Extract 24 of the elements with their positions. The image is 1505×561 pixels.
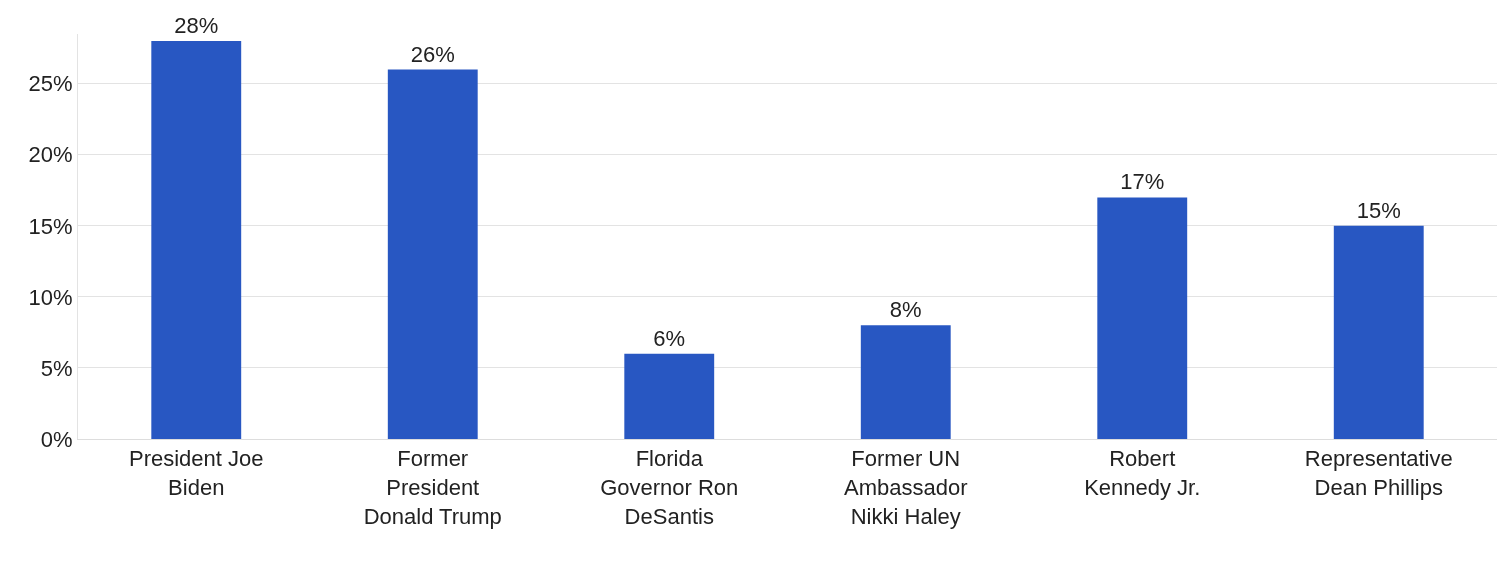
- data-label: 8%: [889, 297, 922, 323]
- bar: [151, 41, 242, 439]
- y-tick-label: 5%: [40, 355, 73, 381]
- x-tick-label: Former President Donald Trump: [363, 446, 502, 529]
- bar: [624, 353, 715, 439]
- data-label: 15%: [1356, 197, 1401, 223]
- x-tick-label: Representative Dean Phillips: [1304, 446, 1453, 500]
- y-tick-label: 15%: [28, 213, 73, 239]
- y-tick-label: 25%: [28, 71, 73, 97]
- data-label: 26%: [410, 41, 455, 67]
- y-tick-label: 10%: [28, 284, 73, 310]
- x-tick-label: Florida Governor Ron DeSantis: [600, 446, 739, 529]
- y-tick-label: 0%: [40, 426, 73, 452]
- x-tick-label: Robert Kennedy Jr.: [1084, 446, 1201, 500]
- y-tick-label: 20%: [28, 142, 73, 168]
- x-tick-label: President Joe Biden: [128, 446, 264, 500]
- bar: [1333, 225, 1424, 439]
- data-label: 28%: [174, 13, 219, 39]
- bar: [860, 325, 951, 439]
- data-label: 6%: [653, 325, 686, 351]
- bar: [387, 69, 478, 439]
- data-label: 17%: [1120, 169, 1165, 195]
- bar: [1097, 197, 1188, 439]
- x-tick-label: Former UN Ambassador Nikki Haley: [843, 446, 968, 529]
